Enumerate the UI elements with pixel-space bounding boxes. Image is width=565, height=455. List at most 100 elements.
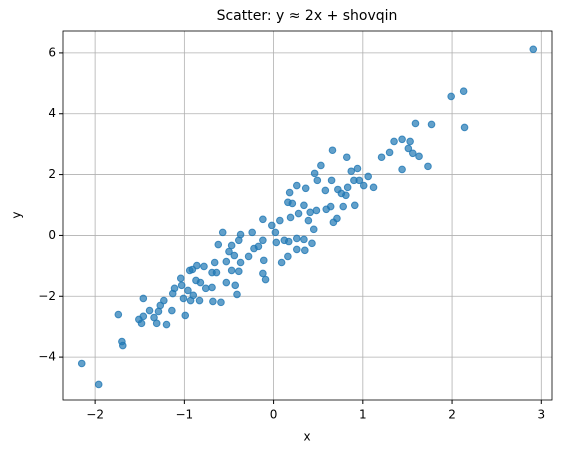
- point: [150, 313, 158, 322]
- point: [300, 235, 308, 244]
- y-tick-label: −4: [38, 350, 56, 364]
- point: [218, 228, 227, 237]
- point: [328, 146, 337, 155]
- point: [276, 216, 284, 225]
- point: [353, 164, 362, 173]
- point: [301, 184, 310, 193]
- point: [248, 228, 256, 237]
- point: [300, 201, 308, 210]
- point: [301, 246, 309, 255]
- point: [304, 216, 313, 225]
- point: [327, 176, 336, 185]
- point: [317, 161, 325, 170]
- point: [308, 239, 316, 248]
- point: [447, 92, 455, 101]
- point: [94, 380, 103, 389]
- x-tick-label: 3: [537, 408, 545, 422]
- y-tick-label: 2: [48, 167, 56, 181]
- point: [355, 176, 364, 185]
- point: [208, 268, 216, 277]
- point: [309, 225, 318, 234]
- point: [217, 298, 225, 307]
- point: [177, 281, 186, 290]
- y-axis-label: y: [10, 211, 24, 218]
- point: [398, 135, 406, 144]
- point: [230, 251, 239, 260]
- point: [364, 172, 372, 181]
- point: [408, 149, 417, 158]
- point: [188, 265, 197, 274]
- point: [259, 236, 267, 245]
- point: [200, 262, 208, 271]
- point: [529, 45, 538, 54]
- point: [222, 278, 231, 287]
- point: [114, 310, 123, 319]
- point: [294, 209, 303, 218]
- point: [292, 181, 301, 190]
- point: [179, 294, 188, 303]
- point: [292, 234, 301, 243]
- point: [390, 137, 398, 146]
- point: [292, 245, 301, 254]
- point: [168, 306, 176, 315]
- x-tick-label: 0: [270, 408, 278, 422]
- y-tick-label: 4: [48, 106, 56, 120]
- point: [306, 208, 314, 217]
- point: [284, 252, 292, 261]
- point: [244, 252, 253, 261]
- point: [225, 247, 233, 256]
- point: [236, 258, 245, 267]
- point: [139, 294, 148, 303]
- point: [227, 266, 236, 275]
- point: [459, 87, 468, 96]
- point: [398, 165, 406, 174]
- point: [234, 236, 243, 245]
- point: [342, 191, 350, 200]
- point: [284, 198, 292, 207]
- point: [285, 188, 294, 197]
- point: [350, 201, 359, 210]
- point: [259, 256, 268, 265]
- x-axis-label: x: [303, 430, 310, 444]
- point: [284, 237, 293, 246]
- point: [118, 337, 126, 346]
- point: [162, 320, 171, 329]
- point: [214, 240, 223, 249]
- point: [259, 269, 267, 278]
- point: [139, 312, 148, 321]
- point: [234, 267, 243, 276]
- point: [411, 119, 420, 128]
- point: [261, 275, 270, 284]
- point: [271, 228, 280, 237]
- point: [201, 284, 210, 293]
- point: [369, 183, 378, 192]
- point: [277, 258, 286, 267]
- point: [181, 311, 190, 320]
- point: [250, 244, 258, 253]
- point: [210, 258, 219, 267]
- point: [209, 297, 217, 306]
- point: [404, 144, 413, 153]
- point: [322, 205, 331, 214]
- point: [359, 181, 368, 190]
- point: [156, 301, 165, 310]
- y-tick-label: −2: [38, 289, 56, 303]
- point: [406, 137, 414, 146]
- point: [154, 307, 163, 316]
- point: [339, 202, 347, 211]
- point: [427, 120, 436, 129]
- point: [231, 281, 240, 290]
- point: [145, 306, 154, 315]
- point: [186, 296, 195, 305]
- point: [377, 153, 386, 162]
- point: [321, 186, 330, 195]
- plot-frame: [62, 30, 553, 401]
- point: [259, 215, 267, 224]
- point: [286, 213, 295, 222]
- point: [176, 274, 185, 283]
- point: [424, 162, 432, 171]
- point: [170, 284, 179, 293]
- point: [310, 169, 319, 178]
- point: [77, 359, 86, 368]
